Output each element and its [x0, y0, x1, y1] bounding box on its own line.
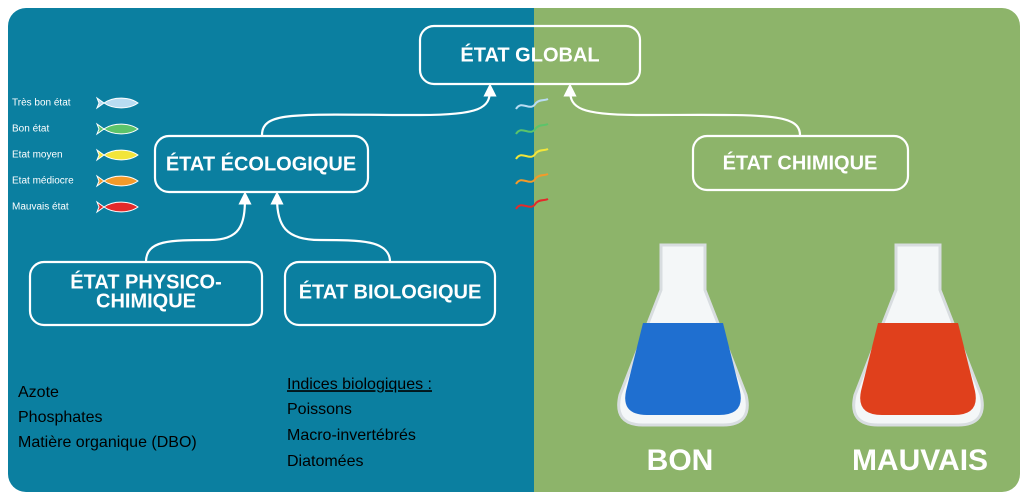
node-label: ÉTAT ÉCOLOGIQUE	[166, 152, 356, 175]
left-panel	[8, 8, 534, 492]
legend-label: Très bon état	[12, 98, 71, 109]
fish-icon	[95, 148, 139, 162]
arrow	[270, 191, 392, 263]
node-label: ÉTAT BIOLOGIQUE	[299, 280, 482, 303]
legend-label: Bon état	[12, 124, 49, 135]
node-label: ÉTAT CHIMIQUE	[723, 151, 878, 174]
list-item: Diatomées	[287, 453, 363, 470]
node-box	[153, 134, 370, 194]
node-label: ÉTAT PHYSICO-	[70, 270, 221, 293]
arrow	[563, 83, 802, 136]
flask-label: BON	[647, 444, 714, 477]
fish-icon	[95, 96, 139, 110]
wave-icon	[515, 173, 549, 185]
list-item: Azote	[18, 384, 59, 401]
flask-liquid	[625, 323, 741, 415]
fish-icon	[95, 122, 139, 136]
fish-icon	[95, 200, 139, 214]
node-box	[691, 134, 910, 192]
wave-icon	[515, 198, 549, 210]
flask-label: MAUVAIS	[852, 444, 988, 477]
node-label: CHIMIQUE	[96, 290, 196, 312]
list-item: Macro-invertébrés	[287, 427, 416, 444]
arrow	[144, 191, 252, 263]
legend-label: Etat médiocre	[12, 176, 74, 187]
arrow	[260, 83, 497, 136]
fish-icon	[95, 174, 139, 188]
node-label: ÉTAT GLOBAL	[460, 43, 599, 66]
wave-icon	[515, 123, 549, 135]
wave-icon	[515, 98, 549, 110]
legend-label: Etat moyen	[12, 150, 63, 161]
list-item: Matière organique (DBO)	[18, 434, 197, 451]
list-item: Poissons	[287, 401, 352, 418]
list-item: Phosphates	[18, 409, 103, 426]
list-heading: Indices biologiques :	[287, 376, 432, 393]
legend-label: Mauvais état	[12, 202, 69, 213]
flask-liquid	[860, 323, 976, 415]
node-box	[418, 24, 642, 86]
wave-icon	[515, 148, 549, 160]
